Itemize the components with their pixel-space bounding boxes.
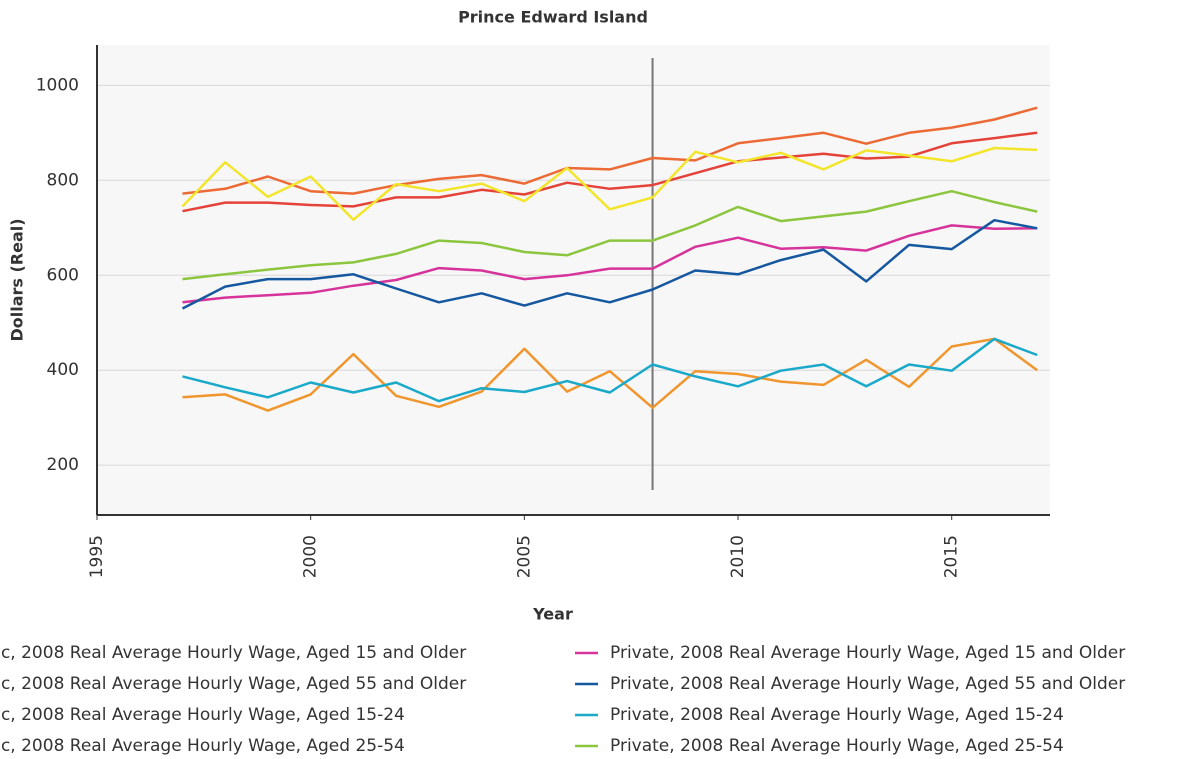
x-tick-label: 2010 bbox=[728, 535, 748, 578]
x-tick-label: 2000 bbox=[301, 535, 321, 578]
series-line bbox=[181, 146, 1038, 221]
y-tick-label: 200 bbox=[47, 455, 79, 475]
y-tick-label: 400 bbox=[47, 360, 79, 380]
x-tick-label: 2005 bbox=[514, 535, 534, 578]
legend-label: Public, 2008 Real Average Hourly Wage, A… bbox=[0, 705, 405, 725]
legend-label: Private, 2008 Real Average Hourly Wage, … bbox=[610, 736, 1064, 756]
chart-title: Prince Edward Island bbox=[458, 8, 648, 27]
y-tick-label: 1000 bbox=[36, 75, 79, 95]
y-axis-label: Dollars (Real) bbox=[8, 218, 27, 341]
legend-label: Public, 2008 Real Average Hourly Wage, A… bbox=[0, 736, 405, 756]
plot-background bbox=[97, 45, 1050, 515]
legend-label: Private, 2008 Real Average Hourly Wage, … bbox=[610, 705, 1064, 725]
legend-label: Private, 2008 Real Average Hourly Wage, … bbox=[610, 643, 1125, 663]
y-tick-label: 600 bbox=[47, 265, 79, 285]
x-tick-label: 2015 bbox=[942, 535, 962, 578]
series-line bbox=[182, 224, 1038, 304]
legend-label: Private, 2008 Real Average Hourly Wage, … bbox=[610, 674, 1125, 694]
series-line bbox=[181, 218, 1038, 310]
x-axis-label: Year bbox=[532, 605, 573, 624]
y-tick-label: 800 bbox=[47, 170, 79, 190]
legend-label: Public, 2008 Real Average Hourly Wage, A… bbox=[0, 643, 466, 663]
x-tick-label: 1995 bbox=[87, 535, 107, 578]
series-line bbox=[182, 131, 1038, 213]
series-line bbox=[182, 189, 1038, 281]
series-line bbox=[182, 337, 1038, 403]
series-line bbox=[182, 337, 1038, 412]
legend-label: Public, 2008 Real Average Hourly Wage, A… bbox=[0, 674, 466, 694]
